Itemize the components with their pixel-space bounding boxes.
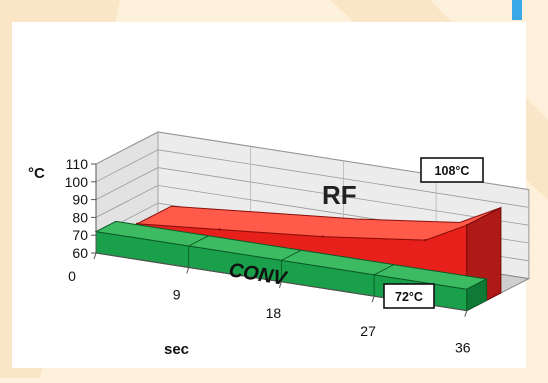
x-tick-label: 0 <box>68 268 76 284</box>
rf-end-label-box: 108°C <box>420 157 484 183</box>
conv-segment-line <box>373 264 395 297</box>
y-tick-label: 80 <box>72 209 88 225</box>
conv-segment-line <box>280 249 302 282</box>
rf-data-point <box>424 238 427 242</box>
x-tick-label: 36 <box>455 340 471 356</box>
y-axis-unit: °C <box>28 165 45 182</box>
conv-side-face <box>466 278 488 312</box>
x-tick-mark <box>93 252 97 260</box>
rf-data-point <box>321 235 324 238</box>
rf-end-label: 108°C <box>435 164 470 178</box>
rf-data-point <box>465 224 468 227</box>
series-conv <box>94 220 489 312</box>
x-tick-label: 18 <box>266 305 282 321</box>
x-tick-mark <box>371 296 375 303</box>
y-tick-label: 90 <box>72 192 88 208</box>
conv-end-label: 72°C <box>395 290 423 304</box>
rf-data-point <box>218 228 221 231</box>
conv-end-label-box: 72°C <box>383 283 435 309</box>
y-tick-label: 110 <box>66 156 89 172</box>
x-tick-mark <box>278 281 282 288</box>
x-tick-mark <box>464 310 468 317</box>
y-tick-label: 100 <box>65 174 89 190</box>
x-tick-label: 27 <box>360 323 376 339</box>
x-tick-mark <box>186 267 190 274</box>
x-tick-label: 9 <box>173 286 181 302</box>
accent-stripe <box>512 0 522 20</box>
y-tick-label: 60 <box>72 245 88 261</box>
conv-segment-line <box>188 235 209 268</box>
y-tick-label: 70 <box>72 227 88 243</box>
chart-grid <box>95 131 530 279</box>
x-axis-unit: sec <box>164 341 189 358</box>
series-label-rf: RF <box>322 180 357 210</box>
